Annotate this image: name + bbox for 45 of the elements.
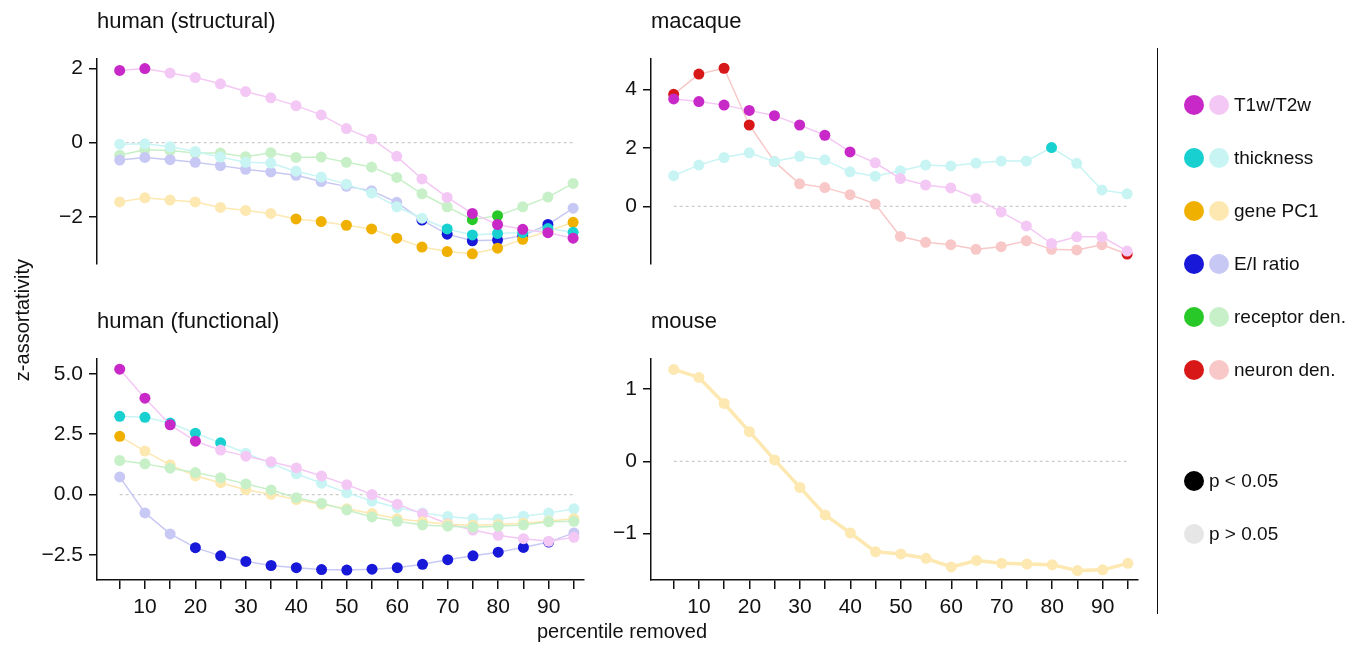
x-tick-label: 60 — [385, 594, 409, 618]
x-tick-label: 70 — [436, 594, 460, 618]
chart-title: human (functional) — [97, 308, 280, 334]
y-tick-label: 0 — [625, 193, 637, 217]
text: p > 0.05 — [1209, 522, 1279, 545]
x-tick-label: 70 — [990, 594, 1014, 618]
y-tick-label: 2.5 — [53, 420, 83, 444]
x-tick-label: 10 — [133, 594, 157, 618]
legend-label: neuron den. — [1234, 358, 1336, 381]
x-tick-label: 40 — [838, 594, 863, 618]
legend-label: thickness — [1234, 146, 1314, 169]
legend-label: E/I ratio — [1234, 252, 1300, 275]
chart-title: human (structural) — [97, 8, 276, 34]
x-tick-label: 90 — [1090, 594, 1115, 618]
y-tick-label: 5.0 — [53, 360, 83, 384]
text: p < 0.05 — [1209, 469, 1279, 492]
legend-label: T1w/T2w — [1234, 93, 1312, 116]
x-tick-label: 30 — [234, 594, 258, 618]
x-tick-label: 30 — [788, 594, 812, 618]
chart-title: mouse — [651, 308, 718, 334]
x-tick-label: 40 — [284, 594, 309, 618]
chart-title: macaque — [651, 8, 742, 34]
y-tick-label: 0.0 — [53, 481, 83, 505]
legend-label: receptor den. — [1234, 305, 1346, 328]
x-tick-label: 10 — [687, 594, 711, 618]
x-tick-label: 50 — [889, 594, 913, 618]
y-tick-label: 1 — [625, 375, 637, 399]
x-tick-label: 60 — [939, 594, 963, 618]
y-tick-label: 0 — [625, 448, 637, 472]
y-axis-title: z-assortativity — [10, 258, 34, 382]
x-axis-title: percentile removed — [536, 620, 708, 643]
y-tick-label: 4 — [625, 76, 638, 100]
x-tick-label: 20 — [183, 594, 208, 618]
y-tick-label: −2 — [59, 203, 83, 227]
x-tick-label: 80 — [486, 594, 510, 618]
legend-label: gene PC1 — [1234, 199, 1319, 222]
y-tick-label: 2 — [71, 55, 83, 79]
y-tick-label: −1 — [613, 520, 637, 544]
x-tick-label: 80 — [1040, 594, 1064, 618]
y-tick-label: 0 — [71, 129, 83, 153]
x-tick-label: 20 — [737, 594, 762, 618]
y-tick-label: −2.5 — [41, 541, 83, 565]
x-tick-label: 50 — [335, 594, 359, 618]
x-tick-label: 90 — [536, 594, 561, 618]
y-tick-label: 2 — [625, 134, 637, 158]
